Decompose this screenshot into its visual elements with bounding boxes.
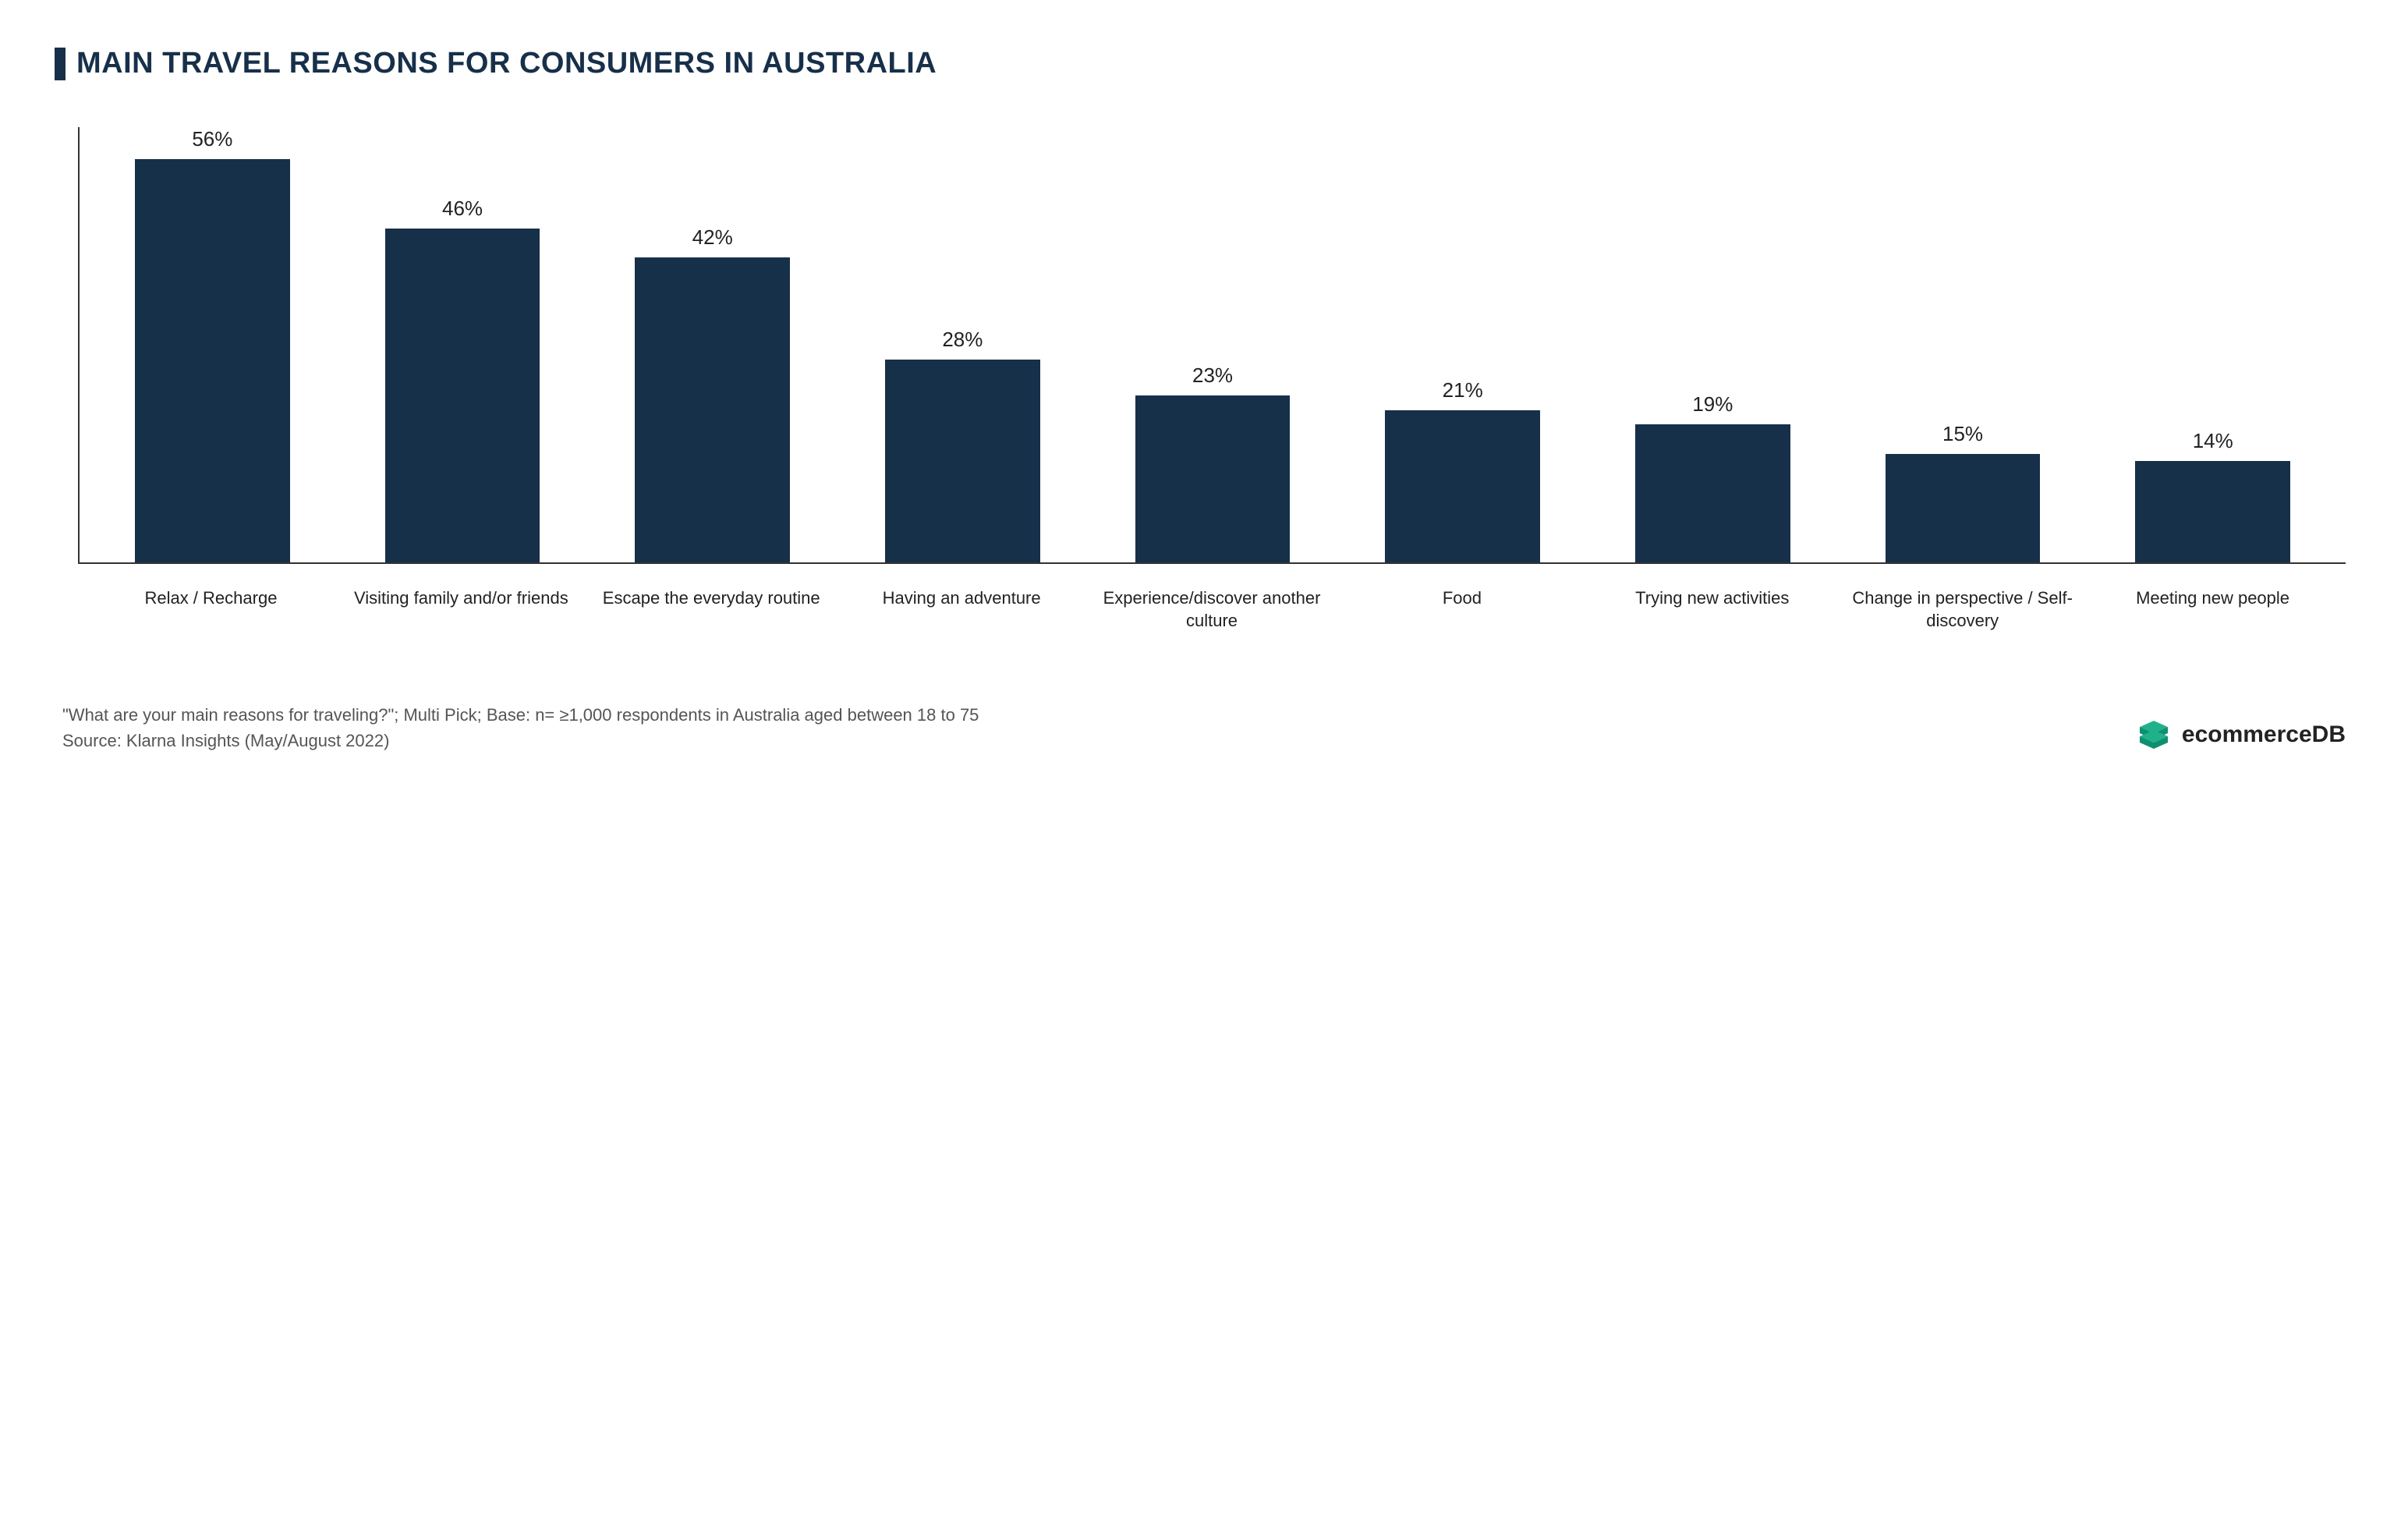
bar-slot: 23% xyxy=(1088,127,1338,562)
bar-slot: 56% xyxy=(87,127,338,562)
bar-slot: 14% xyxy=(2088,127,2338,562)
bar-value-label: 19% xyxy=(1692,392,1733,417)
footnote: "What are your main reasons for travelin… xyxy=(62,702,979,753)
category-label: Meeting new people xyxy=(2088,587,2338,632)
category-label: Visiting family and/or friends xyxy=(336,587,586,632)
bar-value-label: 46% xyxy=(442,197,483,221)
bar xyxy=(635,257,790,562)
brand-name: ecommerceDB xyxy=(2182,722,2346,748)
bars-container: 56% 46% 42% 28% 23% 21% 19% 15% 14% xyxy=(78,127,2346,564)
bar-slot: 46% xyxy=(338,127,588,562)
bar xyxy=(1635,424,1790,562)
bar-value-label: 15% xyxy=(1942,422,1983,446)
title-accent-bar xyxy=(55,48,66,80)
footnote-line-1: "What are your main reasons for travelin… xyxy=(62,702,979,728)
brand: ecommerceDB xyxy=(2135,716,2346,753)
bar-value-label: 42% xyxy=(692,225,733,250)
footer: "What are your main reasons for travelin… xyxy=(55,702,2353,753)
bar-value-label: 21% xyxy=(1443,378,1483,402)
bar-value-label: 56% xyxy=(192,127,232,151)
bar xyxy=(2135,461,2290,562)
bar-slot: 21% xyxy=(1337,127,1588,562)
category-label: Food xyxy=(1337,587,1587,632)
bar xyxy=(135,159,290,562)
bar-value-label: 14% xyxy=(2193,429,2233,453)
footnote-line-2: Source: Klarna Insights (May/August 2022… xyxy=(62,728,979,753)
bar-value-label: 23% xyxy=(1192,363,1233,388)
category-labels-row: Relax / RechargeVisiting family and/or f… xyxy=(78,587,2346,632)
bar-slot: 15% xyxy=(1838,127,2088,562)
category-label: Relax / Recharge xyxy=(86,587,336,632)
category-label: Change in perspective / Self-discovery xyxy=(1837,587,2088,632)
bar xyxy=(1135,395,1291,562)
bar xyxy=(385,229,540,562)
bar xyxy=(1886,454,2041,563)
bar-slot: 28% xyxy=(837,127,1088,562)
bar xyxy=(885,360,1040,562)
bar xyxy=(1385,410,1540,562)
title-row: MAIN TRAVEL REASONS FOR CONSUMERS IN AUS… xyxy=(55,47,2353,80)
ecommercedb-logo-icon xyxy=(2135,716,2173,753)
bar-slot: 42% xyxy=(587,127,837,562)
category-label: Experience/discover another culture xyxy=(1087,587,1337,632)
bar-slot: 19% xyxy=(1588,127,1838,562)
bar-value-label: 28% xyxy=(942,328,983,352)
category-label: Having an adventure xyxy=(837,587,1087,632)
chart-title: MAIN TRAVEL REASONS FOR CONSUMERS IN AUS… xyxy=(76,47,937,80)
category-label: Trying new activities xyxy=(1587,587,1837,632)
category-label: Escape the everyday routine xyxy=(586,587,837,632)
bar-chart: 56% 46% 42% 28% 23% 21% 19% 15% 14% xyxy=(78,127,2346,564)
